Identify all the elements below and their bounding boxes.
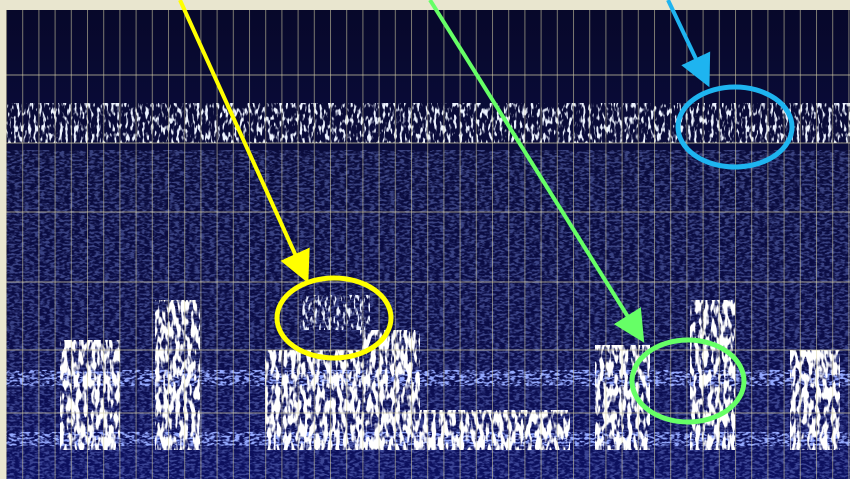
yellow-ellipse <box>274 275 394 361</box>
blue-ellipse <box>675 84 795 170</box>
blue-arrow <box>666 0 711 88</box>
green-ellipse <box>629 337 747 425</box>
yellow-arrow <box>178 0 310 284</box>
green-arrow <box>428 0 645 343</box>
vertical-grid <box>6 10 850 479</box>
